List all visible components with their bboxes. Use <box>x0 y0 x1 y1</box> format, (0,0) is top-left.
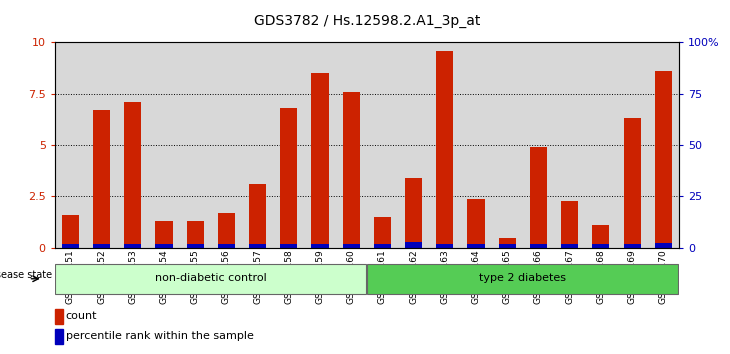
Text: non-diabetic control: non-diabetic control <box>155 273 266 283</box>
Bar <box>93 244 110 248</box>
Bar <box>554 42 585 248</box>
FancyBboxPatch shape <box>367 264 678 294</box>
Bar <box>280 108 297 248</box>
Bar <box>124 244 142 248</box>
Bar <box>242 42 273 248</box>
Bar <box>437 51 453 248</box>
Bar <box>616 42 648 248</box>
Bar <box>336 42 366 248</box>
Bar <box>492 42 523 248</box>
Bar <box>648 42 679 248</box>
Bar <box>530 244 547 248</box>
Bar <box>499 244 516 248</box>
Bar <box>273 42 304 248</box>
Bar <box>585 42 616 248</box>
Bar <box>561 201 578 248</box>
Bar <box>117 42 148 248</box>
Text: count: count <box>66 311 97 321</box>
Bar <box>312 73 328 248</box>
Bar <box>467 199 485 248</box>
Text: percentile rank within the sample: percentile rank within the sample <box>66 331 253 341</box>
Bar <box>93 110 110 248</box>
Bar <box>62 215 79 248</box>
Bar <box>180 42 211 248</box>
Bar <box>592 225 610 248</box>
Bar <box>374 244 391 248</box>
Bar <box>312 244 328 248</box>
Text: disease state: disease state <box>0 270 52 280</box>
Text: GDS3782 / Hs.12598.2.A1_3p_at: GDS3782 / Hs.12598.2.A1_3p_at <box>253 14 480 28</box>
Bar <box>655 243 672 248</box>
Bar <box>55 309 63 324</box>
Bar <box>155 244 172 248</box>
Bar <box>55 329 63 343</box>
Bar <box>342 92 360 248</box>
Bar <box>374 217 391 248</box>
Bar <box>366 42 398 248</box>
Bar <box>211 42 242 248</box>
Bar <box>342 244 360 248</box>
Bar <box>62 244 79 248</box>
FancyBboxPatch shape <box>55 264 366 294</box>
Bar <box>523 42 554 248</box>
Bar <box>249 184 266 248</box>
Bar <box>148 42 180 248</box>
Bar <box>249 244 266 248</box>
Bar <box>467 244 485 248</box>
Bar <box>461 42 492 248</box>
Bar <box>218 213 235 248</box>
Bar <box>155 221 172 248</box>
Bar <box>437 244 453 248</box>
Bar <box>187 244 204 248</box>
Bar <box>187 221 204 248</box>
Bar <box>280 244 297 248</box>
Bar <box>405 178 422 248</box>
Bar <box>124 102 142 248</box>
Bar <box>499 238 516 248</box>
Bar <box>655 71 672 248</box>
Bar <box>561 244 578 248</box>
Bar <box>218 244 235 248</box>
Text: type 2 diabetes: type 2 diabetes <box>480 273 566 283</box>
Bar <box>623 244 641 248</box>
Bar <box>55 42 86 248</box>
Bar <box>86 42 117 248</box>
Bar <box>592 244 610 248</box>
Bar <box>530 147 547 248</box>
Bar <box>623 119 641 248</box>
Bar <box>405 242 422 248</box>
Bar <box>304 42 336 248</box>
Bar <box>398 42 429 248</box>
Bar <box>429 42 461 248</box>
